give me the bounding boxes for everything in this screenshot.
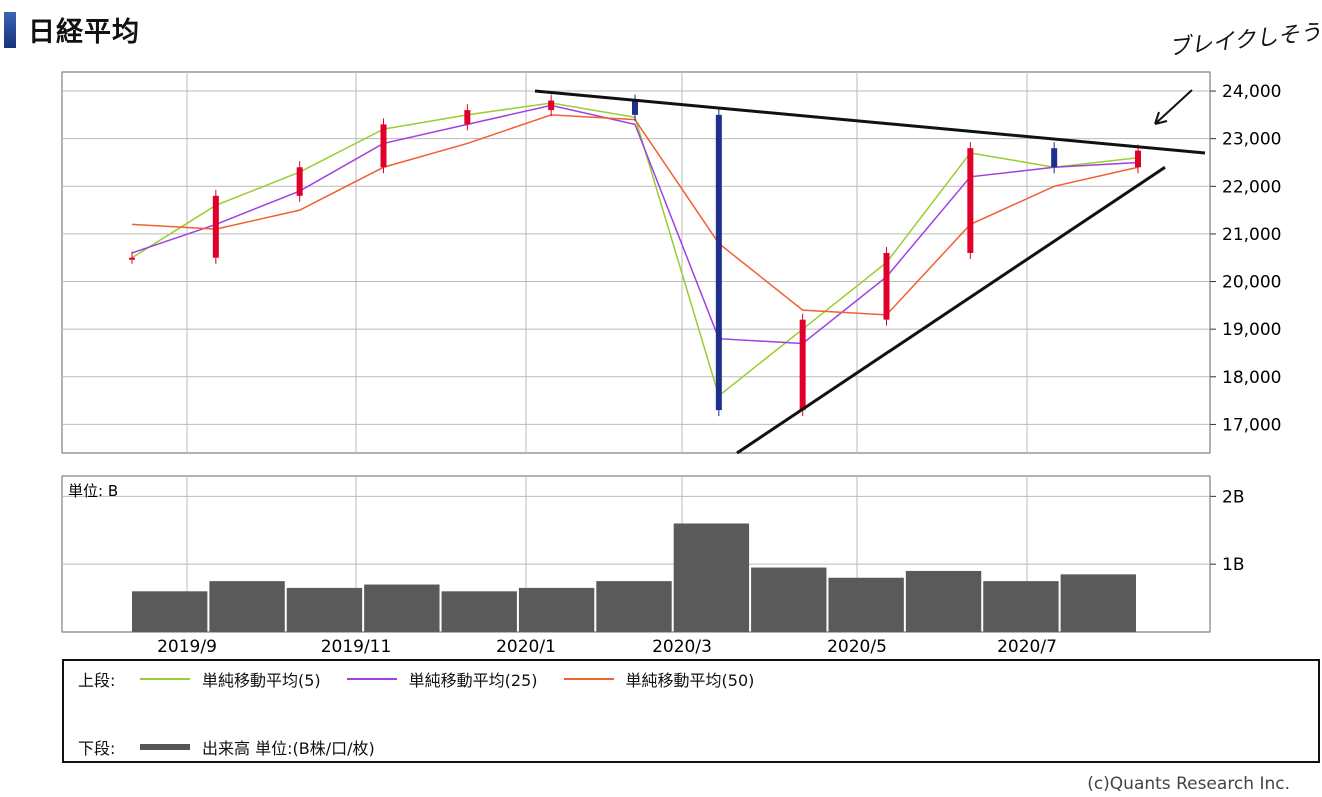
legend-volume-swatch <box>140 744 190 750</box>
volume-bar <box>983 581 1059 632</box>
volume-tick-labels: 2B 1B <box>1222 487 1244 575</box>
legend-ma25-swatch <box>346 678 397 680</box>
legend-ma50: 単純移動平均(50) <box>563 667 755 691</box>
candle-body <box>1135 150 1141 168</box>
volume-bar <box>596 581 672 632</box>
legend-box: 上段: 単純移動平均(5) 単純移動平均(25) 単純移動平均(50) 下段: … <box>62 659 1320 763</box>
price-candles <box>129 94 1141 417</box>
price-tick-labels: 24,000 23,000 22,000 21,000 20,000 19,000 18,0… <box>1222 82 1281 435</box>
candle-body <box>967 148 974 253</box>
volume-bar <box>209 581 285 632</box>
x-tick-label: 2019/9 <box>157 637 217 657</box>
price-tick-label: 18,000 <box>1222 368 1281 388</box>
volume-bar <box>1060 574 1136 632</box>
legend-ma50-swatch <box>563 678 614 680</box>
legend-ma5: 単純移動平均(5) <box>140 667 321 691</box>
x-tick-labels: 2019/9 2019/11 2020/1 2020/3 2020/5 2020/7 <box>157 637 1057 657</box>
legend-ma25: 単純移動平均(25) <box>346 667 538 691</box>
legend-lower-label: 下段: <box>78 739 116 758</box>
legend-ma50-label: 単純移動平均(50) <box>625 671 755 690</box>
volume-bars <box>132 523 1136 632</box>
candle-body <box>799 319 806 411</box>
support-trendline <box>736 166 1166 455</box>
page-title: 日経平均 <box>28 17 140 48</box>
price-tick-label: 24,000 <box>1222 82 1281 102</box>
volume-bar <box>364 584 440 632</box>
candle-body <box>715 114 722 411</box>
volume-bar <box>441 591 517 632</box>
volume-bar <box>132 591 208 632</box>
volume-bar <box>518 587 595 632</box>
legend-ma5-swatch <box>140 678 190 680</box>
price-tick-label: 22,000 <box>1222 177 1281 197</box>
price-tick-label: 23,000 <box>1222 130 1281 150</box>
candle-body <box>296 167 303 196</box>
x-tick-label: 2020/3 <box>652 637 712 657</box>
volume-bar <box>905 570 982 632</box>
resistance-trendline <box>534 89 1206 155</box>
title-accent-bar <box>4 12 16 48</box>
volume-tick-label: 1B <box>1222 555 1244 575</box>
x-tick-label: 2019/11 <box>321 637 392 657</box>
price-tick-label: 21,000 <box>1222 225 1281 245</box>
legend-ma5-label: 単純移動平均(5) <box>202 671 321 690</box>
volume-bar <box>286 587 363 632</box>
volume-unit-label: 単位: B <box>68 482 118 500</box>
volume-bar <box>751 567 827 632</box>
hand-drawn-arrow <box>1154 89 1193 125</box>
candle-body <box>548 100 555 111</box>
x-tick-label: 2020/7 <box>997 637 1057 657</box>
x-tick-label: 2020/1 <box>496 637 556 657</box>
candle-body <box>129 257 135 260</box>
candle-body <box>380 124 387 168</box>
legend-ma25-label: 単純移動平均(25) <box>408 671 538 690</box>
candle-body <box>464 110 471 125</box>
volume-bar <box>828 577 904 632</box>
legend-upper-row: 上段: 単純移動平均(5) 単純移動平均(25) 単純移動平均(50) <box>78 667 780 691</box>
price-tick-label: 17,000 <box>1222 415 1281 435</box>
trend-lines <box>534 89 1206 455</box>
chart-svg: 24,000 23,000 22,000 21,000 20,000 19,000 18,0… <box>61 71 1281 657</box>
price-tick-label: 20,000 <box>1222 273 1281 293</box>
legend-upper-label: 上段: <box>78 671 116 690</box>
legend-lower-row: 下段: 出来高 単位:(B株/口/枚) <box>78 735 401 759</box>
volume-tick-label: 2B <box>1222 487 1244 507</box>
x-tick-label: 2020/5 <box>827 637 887 657</box>
legend-volume-label: 出来高 単位:(B株/口/枚) <box>202 739 375 758</box>
candle-body <box>1051 148 1058 168</box>
price-panel-frame <box>61 71 1211 454</box>
legend-volume: 出来高 単位:(B株/口/枚) <box>140 735 375 759</box>
volume-bar <box>673 523 750 632</box>
candle-body <box>212 195 219 258</box>
copyright: (c)Quants Research Inc. <box>1087 774 1290 794</box>
candle-body <box>632 100 638 115</box>
candle-body <box>883 252 890 320</box>
price-tick-label: 19,000 <box>1222 320 1281 340</box>
